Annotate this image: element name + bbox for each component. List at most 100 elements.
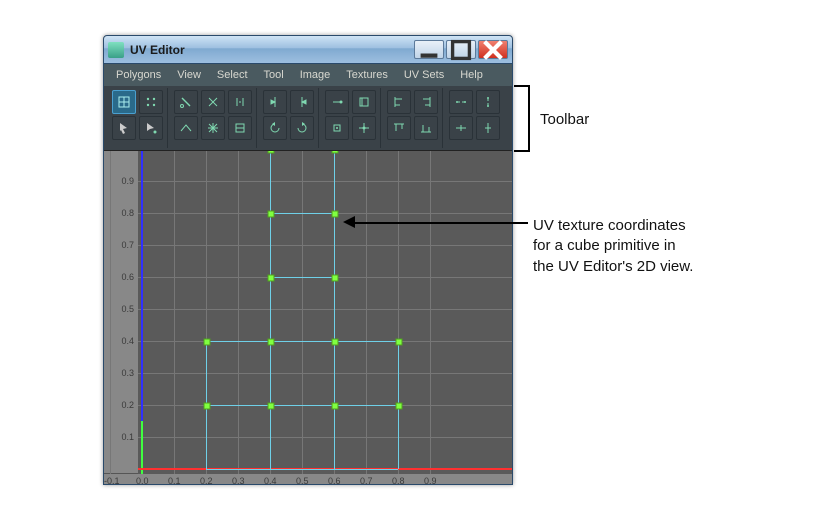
gridline-v — [238, 151, 239, 474]
uv-annotation-arrow — [354, 222, 528, 224]
tool-flip-v-icon[interactable] — [290, 90, 314, 114]
uv-edge[interactable] — [206, 405, 398, 407]
toolbar — [104, 86, 512, 151]
tool-unfold-icon[interactable] — [174, 116, 198, 140]
uv-vertex[interactable] — [268, 151, 275, 154]
gridline-h — [138, 373, 512, 374]
uv-edge[interactable] — [398, 341, 400, 405]
tool-snap-grid-icon[interactable] — [352, 116, 376, 140]
menu-image[interactable]: Image — [294, 67, 337, 83]
menu-help[interactable]: Help — [454, 67, 489, 83]
xtick-label: -0.1 — [104, 476, 120, 485]
tool-align-bottom-icon[interactable] — [414, 116, 438, 140]
ytick-label: 0.4 — [121, 336, 134, 346]
uv-canvas[interactable] — [138, 151, 512, 474]
ytick-label: 0.7 — [121, 240, 134, 250]
tool-select-vertex-icon[interactable] — [139, 116, 163, 140]
ytick-label: 0.5 — [121, 304, 134, 314]
uv-edge[interactable] — [206, 341, 398, 343]
uv-vertex[interactable] — [268, 211, 275, 218]
uv-vertex[interactable] — [268, 403, 275, 410]
uv-edge[interactable] — [334, 405, 336, 469]
gridline-h — [138, 181, 512, 182]
ytick-label: 0.8 — [121, 208, 134, 218]
uv-vertex[interactable] — [268, 339, 275, 346]
uv-edge[interactable] — [270, 405, 272, 469]
uv-edge[interactable] — [206, 341, 208, 405]
xtick-label: 0.1 — [168, 476, 181, 485]
tool-scale-v-icon[interactable] — [476, 116, 500, 140]
titlebar[interactable]: UV Editor — [104, 36, 512, 64]
maximize-button[interactable] — [446, 40, 476, 59]
ruler-horizontal: -0.10.00.10.20.30.40.50.60.70.80.9 — [104, 473, 512, 485]
close-button[interactable] — [478, 40, 508, 59]
ytick-label: 0.1 — [121, 432, 134, 442]
uv-viewport[interactable]: 0.10.20.30.40.50.60.70.80.9 -0.10.00.10.… — [104, 151, 512, 485]
tool-align-right-icon[interactable] — [414, 90, 438, 114]
ytick-label: 0.9 — [121, 176, 134, 186]
xtick-label: 0.2 — [200, 476, 213, 485]
uv-vertex[interactable] — [332, 151, 339, 154]
uv-annotation-arrowhead — [343, 216, 355, 228]
uv-vertex[interactable] — [204, 339, 211, 346]
menu-tool[interactable]: Tool — [258, 67, 290, 83]
tool-align-top-icon[interactable] — [387, 116, 411, 140]
tool-scale-u-icon[interactable] — [449, 116, 473, 140]
xtick-label: 0.4 — [264, 476, 277, 485]
menu-select[interactable]: Select — [211, 67, 254, 83]
tool-snap-center-icon[interactable] — [325, 116, 349, 140]
menubar: Polygons View Select Tool Image Textures… — [104, 64, 512, 86]
gridline-h — [138, 309, 512, 310]
axis-y-origin — [141, 421, 143, 474]
uv-anno-l2: for a cube primitive in — [533, 237, 676, 254]
tool-grid-snap-icon[interactable] — [139, 90, 163, 114]
tool-normalize-icon[interactable] — [352, 90, 376, 114]
gridline-v — [302, 151, 303, 474]
menu-view[interactable]: View — [171, 67, 207, 83]
tool-layout-icon[interactable] — [325, 90, 349, 114]
ytick-label: 0.2 — [121, 400, 134, 410]
gridline-v — [174, 151, 175, 474]
uv-edge[interactable] — [206, 405, 208, 469]
minimize-button[interactable] — [414, 40, 444, 59]
ytick-label: 0.3 — [121, 368, 134, 378]
uv-vertex[interactable] — [332, 403, 339, 410]
tool-flip-u-icon[interactable] — [263, 90, 287, 114]
uv-vertex[interactable] — [332, 211, 339, 218]
tool-align-left-icon[interactable] — [387, 90, 411, 114]
uv-edge[interactable] — [270, 213, 334, 215]
tool-smooth-icon[interactable] — [228, 116, 252, 140]
tool-rotate-ccw-icon[interactable] — [263, 116, 287, 140]
menu-polygons[interactable]: Polygons — [110, 67, 167, 83]
uv-edge[interactable] — [398, 405, 400, 469]
uv-annotation-text: UV texture coordinates for a cube primit… — [533, 216, 773, 277]
menu-uvsets[interactable]: UV Sets — [398, 67, 450, 83]
tool-sew-icon[interactable] — [201, 90, 225, 114]
tool-dist-v-icon[interactable] — [476, 90, 500, 114]
gridline-v — [430, 151, 431, 474]
uv-vertex[interactable] — [332, 339, 339, 346]
tool-lattice-icon[interactable] — [112, 90, 136, 114]
tool-split-icon[interactable] — [228, 90, 252, 114]
tool-relax-icon[interactable] — [201, 116, 225, 140]
tool-dist-h-icon[interactable] — [449, 90, 473, 114]
tool-rotate-cw-icon[interactable] — [290, 116, 314, 140]
xtick-label: 0.3 — [232, 476, 245, 485]
toolbar-bracket — [514, 85, 530, 152]
uv-edge[interactable] — [206, 469, 398, 471]
uv-vertex[interactable] — [204, 403, 211, 410]
xtick-label: 0.6 — [328, 476, 341, 485]
uv-edge[interactable] — [270, 277, 334, 279]
menu-textures[interactable]: Textures — [340, 67, 394, 83]
uv-vertex[interactable] — [268, 275, 275, 282]
uv-vertex[interactable] — [332, 275, 339, 282]
toolbar-annotation: Toolbar — [540, 110, 589, 130]
app-icon — [108, 42, 124, 58]
ytick-label: 0.6 — [121, 272, 134, 282]
uv-vertex[interactable] — [396, 339, 403, 346]
tool-cut-icon[interactable] — [174, 90, 198, 114]
uv-vertex[interactable] — [396, 403, 403, 410]
uv-editor-window: UV Editor Polygons View Select Tool Imag… — [103, 35, 513, 485]
tool-select-arrow-icon[interactable] — [112, 116, 136, 140]
gridline-h — [138, 437, 512, 438]
